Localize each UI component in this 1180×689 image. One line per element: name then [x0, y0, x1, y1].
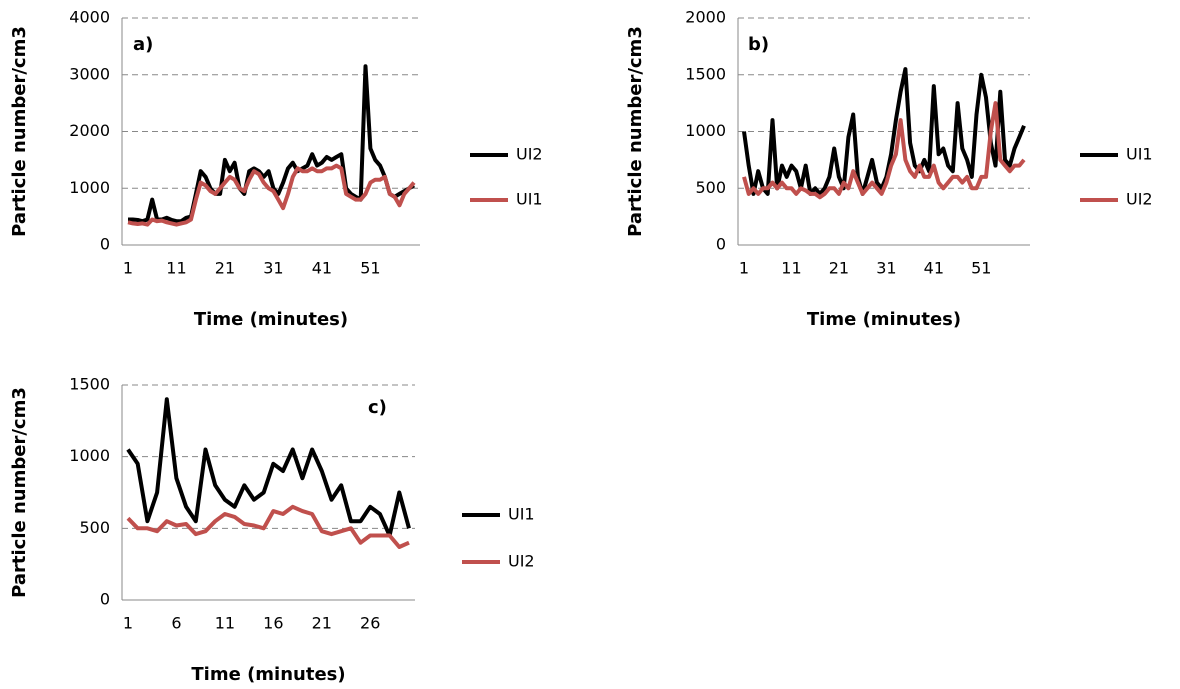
data-line [742, 101, 1026, 200]
y-tick-label: 0 [100, 235, 110, 254]
x-tick-label: 21 [312, 614, 332, 633]
x-tick-label: 16 [263, 614, 283, 633]
x-tick-label: 51 [971, 259, 991, 278]
annotation: c) [368, 397, 387, 418]
x-tick-label: 31 [263, 259, 283, 278]
data-line [126, 504, 410, 549]
x-axis-title: Time (minutes) [194, 309, 348, 330]
y-tick-label: 1500 [685, 64, 726, 83]
y-axis-title: Particle number/cm3 [9, 26, 30, 237]
x-tick-label: 41 [312, 259, 332, 278]
x-tick-label: 1 [123, 259, 133, 278]
legend-label: UI2 [516, 145, 543, 164]
y-tick-label: 500 [695, 178, 726, 197]
x-tick-label: 41 [924, 259, 944, 278]
x-tick-label: 11 [781, 259, 801, 278]
legend-label: UI1 [1126, 145, 1153, 164]
y-tick-label: 1500 [69, 375, 110, 394]
data-line [127, 163, 416, 227]
y-tick-label: 1000 [685, 121, 726, 140]
x-tick-label: 1 [123, 614, 133, 633]
x-tick-label: 1 [739, 259, 749, 278]
y-tick-label: 1000 [69, 178, 110, 197]
x-tick-label: 6 [171, 614, 181, 633]
legend-label: UI1 [516, 190, 543, 209]
data-line [126, 397, 411, 538]
x-tick-label: 26 [360, 614, 380, 633]
y-axis-title: Particle number/cm3 [625, 26, 646, 237]
annotation: a) [133, 34, 153, 55]
y-tick-label: 2000 [69, 121, 110, 140]
annotation: b) [748, 34, 769, 55]
x-axis-title: Time (minutes) [807, 309, 961, 330]
data-line [128, 64, 416, 224]
legend-label: UI1 [508, 505, 535, 524]
y-axis-title: Particle number/cm3 [9, 387, 30, 598]
x-tick-label: 51 [360, 259, 380, 278]
y-tick-label: 2000 [685, 8, 726, 27]
data-line [742, 67, 1026, 196]
y-tick-label: 4000 [69, 8, 110, 27]
x-tick-label: 31 [876, 259, 896, 278]
y-tick-label: 3000 [69, 64, 110, 83]
x-tick-label: 21 [829, 259, 849, 278]
y-tick-label: 0 [716, 235, 726, 254]
x-axis-title: Time (minutes) [191, 664, 345, 685]
legend-label: UI2 [508, 552, 535, 571]
x-tick-label: 11 [166, 259, 186, 278]
y-tick-label: 500 [79, 518, 110, 537]
y-tick-label: 0 [100, 590, 110, 609]
legend-label: UI2 [1126, 190, 1153, 209]
x-tick-label: 21 [215, 259, 235, 278]
y-tick-label: 1000 [69, 446, 110, 465]
x-tick-label: 11 [215, 614, 235, 633]
